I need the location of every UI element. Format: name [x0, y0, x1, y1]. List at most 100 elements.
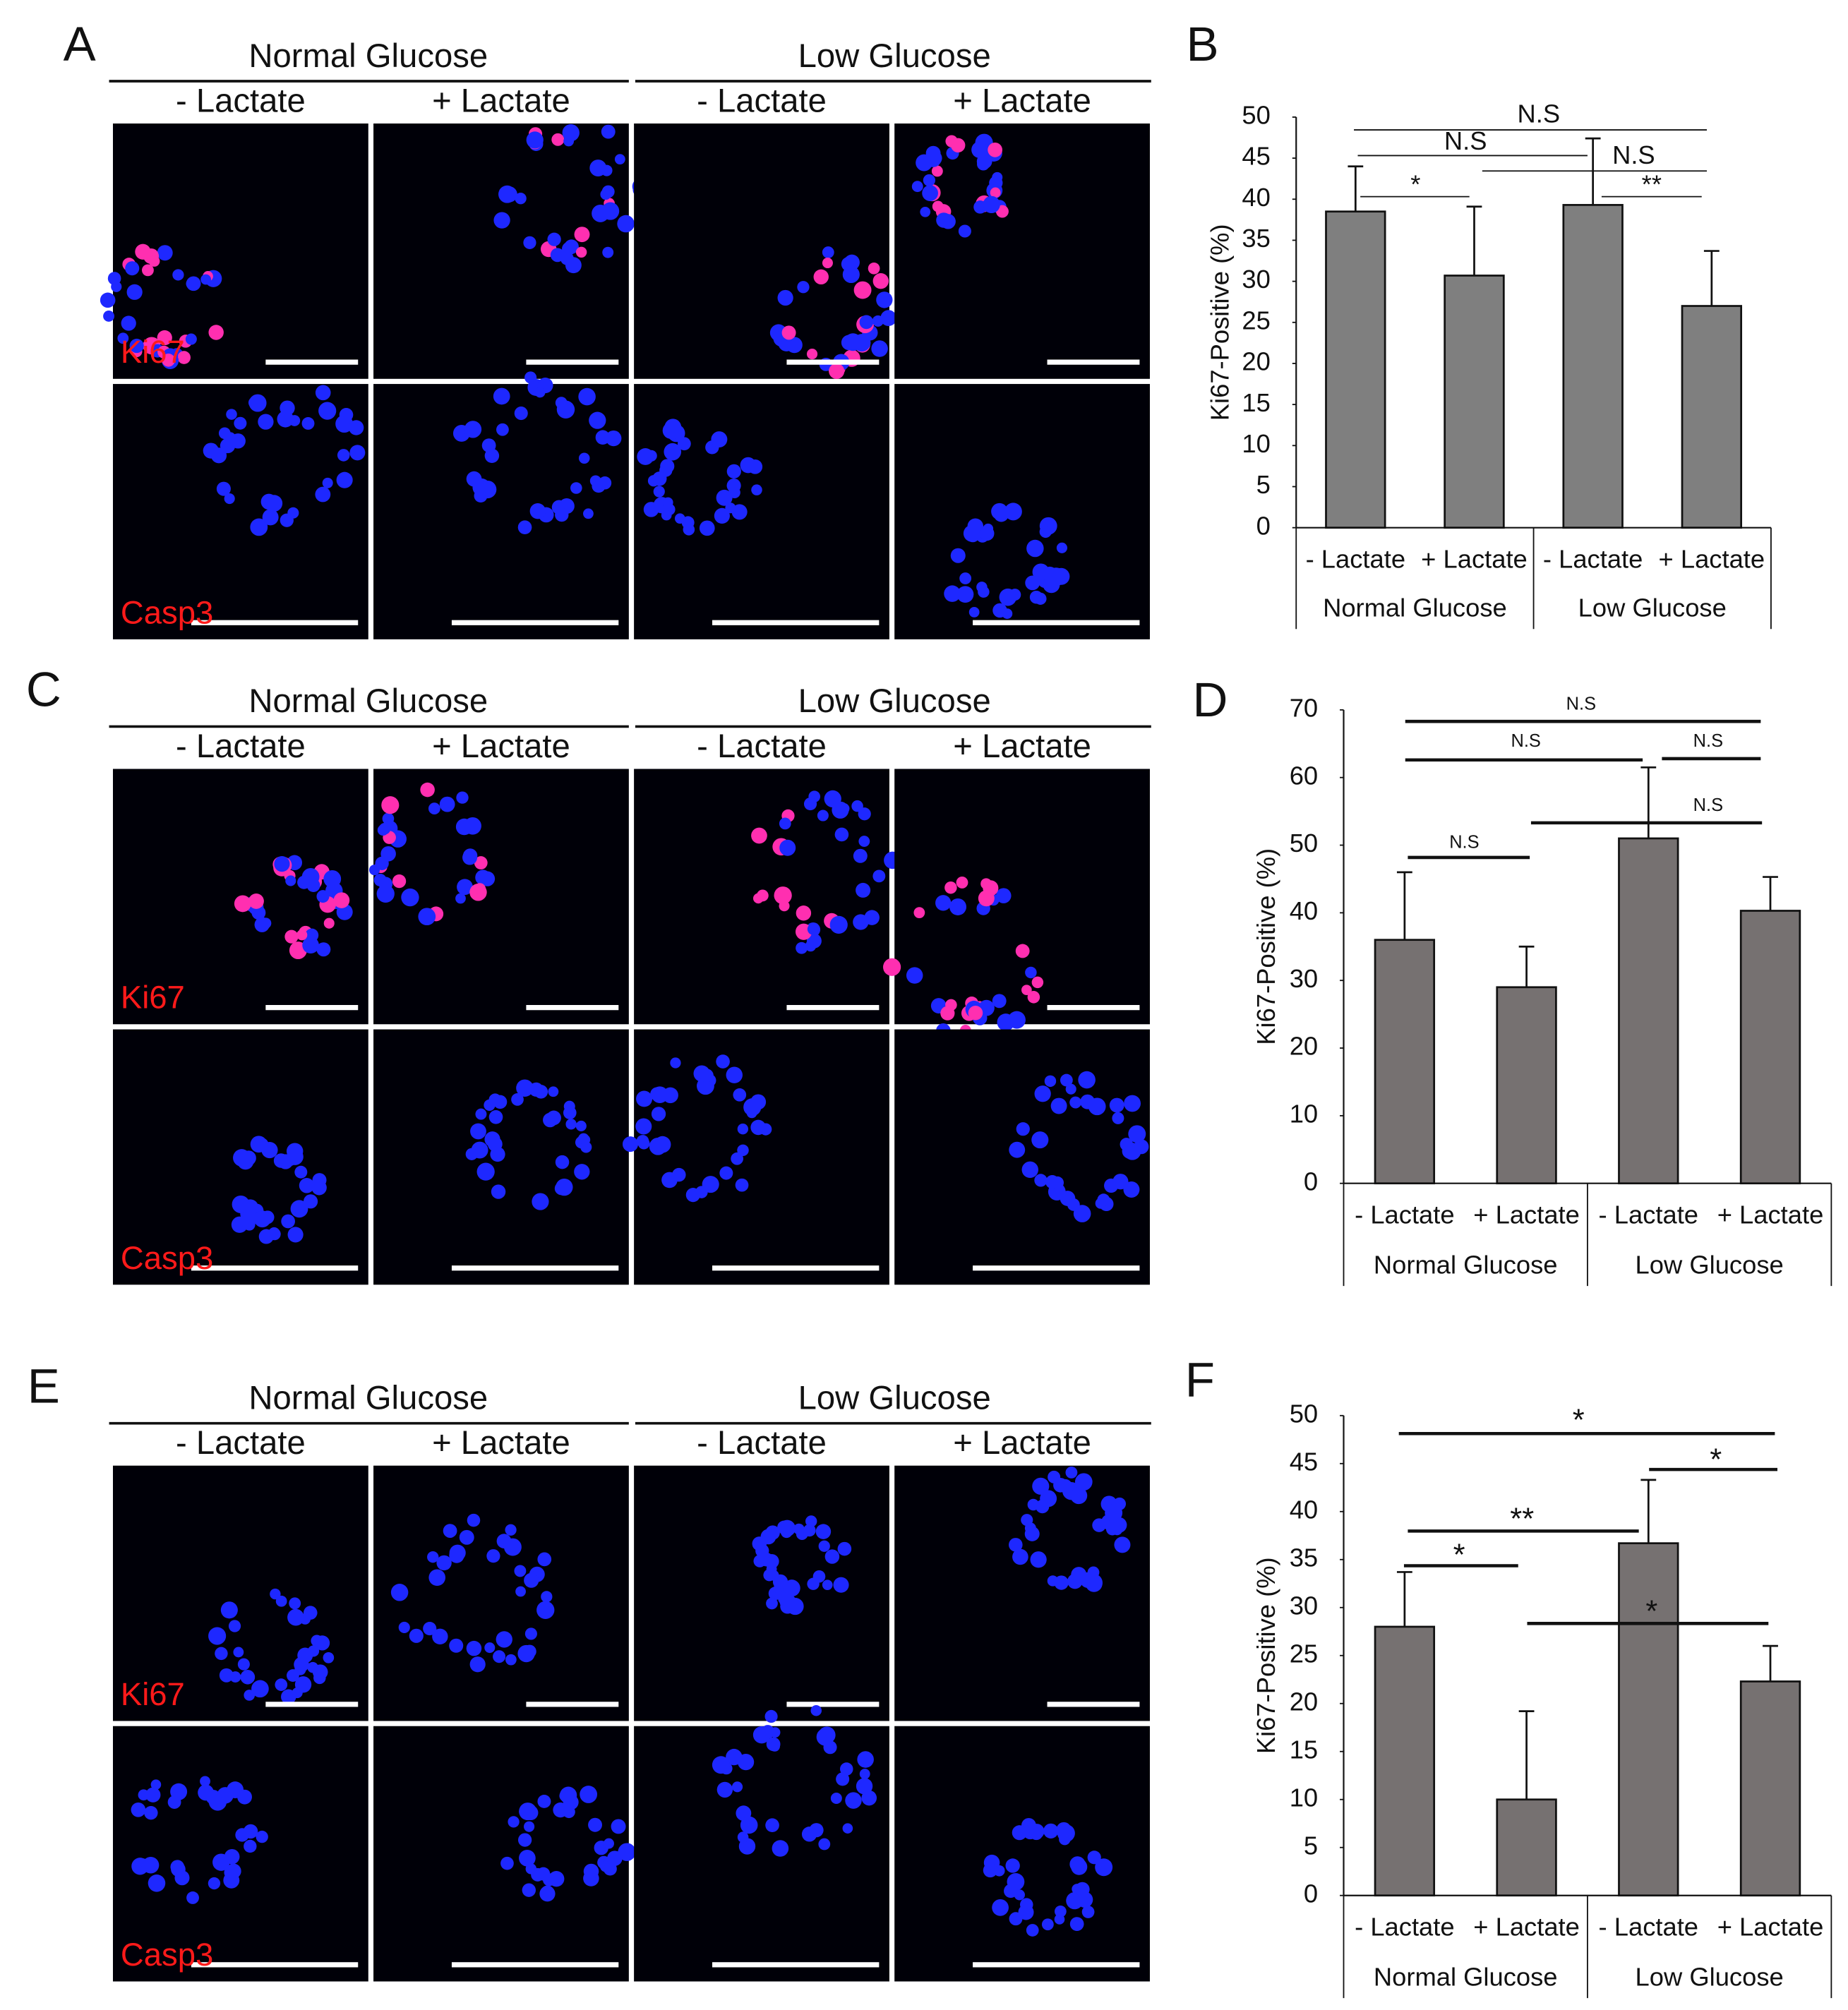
- nucleus: [956, 877, 968, 889]
- nucleus: [274, 856, 290, 872]
- nucleus: [966, 528, 980, 543]
- nucleus: [950, 548, 966, 563]
- nucleus: [208, 325, 224, 340]
- significance-label: *: [1573, 1403, 1585, 1437]
- nucleus: [311, 1635, 323, 1647]
- nucleus: [643, 502, 659, 517]
- nucleus: [1025, 966, 1037, 979]
- nucleus: [555, 1155, 570, 1169]
- nucleus: [712, 1756, 730, 1774]
- nucleus: [186, 276, 201, 291]
- nucleus: [464, 421, 482, 438]
- nucleus: [779, 817, 791, 830]
- nucleus: [475, 1108, 487, 1120]
- y-tick-label: 0: [1304, 1167, 1318, 1196]
- nucleus: [575, 246, 587, 258]
- nucleus: [574, 1164, 590, 1180]
- nucleus: [595, 430, 611, 445]
- y-tick-label: 20: [1290, 1687, 1318, 1716]
- nucleus: [565, 257, 582, 274]
- nucleus: [803, 797, 817, 811]
- nucleus: [660, 459, 675, 474]
- nucleus: [649, 1137, 667, 1155]
- nucleus: [805, 1515, 817, 1527]
- nucleus: [198, 1784, 214, 1801]
- nucleus: [618, 1843, 636, 1861]
- nucleus: [868, 262, 880, 275]
- nucleus: [600, 188, 611, 200]
- nucleus: [577, 1133, 589, 1145]
- nucleus: [859, 1769, 870, 1779]
- nucleus: [556, 1178, 573, 1196]
- nucleus: [1065, 1083, 1076, 1095]
- nucleus: [599, 1860, 611, 1872]
- nucleus: [578, 387, 596, 406]
- nucleus: [589, 475, 601, 487]
- nucleus: [1021, 1161, 1038, 1179]
- nucleus: [428, 1569, 446, 1587]
- y-tick-label: 30: [1242, 265, 1270, 294]
- nucleus: [1054, 1575, 1069, 1590]
- nucleus: [830, 1793, 842, 1804]
- nucleus: [466, 471, 482, 487]
- nucleus: [224, 493, 235, 505]
- nucleus: [807, 1577, 820, 1590]
- nucleus: [677, 437, 691, 451]
- nucleus: [1043, 1823, 1059, 1839]
- nucleus: [508, 1816, 520, 1828]
- nucleus: [763, 1569, 776, 1582]
- nucleus: [1078, 1071, 1096, 1089]
- y-tick-label: 20: [1242, 347, 1270, 376]
- nucleus: [817, 810, 829, 822]
- nucleus: [237, 1658, 250, 1671]
- condition-label: + Lactate: [432, 82, 570, 119]
- y-tick-label: 0: [1304, 1879, 1318, 1908]
- nucleus: [1057, 1824, 1075, 1843]
- nucleus: [449, 1638, 464, 1653]
- nucleus: [500, 1856, 514, 1870]
- nucleus: [983, 195, 1000, 214]
- nucleus: [837, 1541, 852, 1556]
- nucleus: [769, 1741, 780, 1752]
- significance-label: N.S: [1449, 833, 1479, 853]
- nucleus: [390, 1584, 409, 1601]
- nucleus: [588, 1817, 602, 1832]
- y-tick-label: 5: [1304, 1831, 1318, 1860]
- nucleus: [1041, 1918, 1054, 1931]
- nucleus: [1021, 985, 1032, 996]
- nucleus: [208, 1627, 227, 1645]
- nucleus: [635, 1118, 652, 1135]
- nucleus: [125, 261, 140, 276]
- nucleus: [296, 929, 308, 941]
- nucleus: [1032, 563, 1050, 581]
- nucleus: [651, 1107, 666, 1121]
- nucleus: [121, 315, 136, 331]
- nucleus: [845, 1792, 862, 1809]
- nucleus: [759, 1552, 774, 1567]
- nucleus: [670, 1057, 681, 1069]
- group-label: Low Glucose: [1636, 1963, 1784, 1992]
- nucleus: [614, 154, 625, 165]
- nucleus: [496, 423, 509, 436]
- nucleus: [858, 836, 870, 847]
- significance-label: N.S: [1566, 694, 1596, 714]
- nucleus: [779, 839, 796, 856]
- nucleus: [818, 1540, 830, 1552]
- y-tick-label: 40: [1242, 183, 1270, 212]
- nucleus: [944, 881, 957, 894]
- nucleus: [522, 1883, 536, 1897]
- nucleus: [474, 856, 488, 869]
- nucleus: [553, 1802, 568, 1818]
- nucleus: [284, 929, 299, 944]
- nucleus: [738, 1754, 755, 1771]
- nucleus: [801, 1827, 817, 1842]
- nucleus: [515, 193, 527, 205]
- nucleus: [853, 281, 872, 299]
- nucleus: [575, 1120, 587, 1131]
- nucleus: [611, 1819, 626, 1834]
- x-tick-label: + Lactate: [1421, 545, 1528, 574]
- nucleus: [111, 281, 122, 292]
- nucleus: [601, 164, 613, 176]
- micrograph: [112, 1726, 368, 1982]
- nucleus: [157, 245, 173, 261]
